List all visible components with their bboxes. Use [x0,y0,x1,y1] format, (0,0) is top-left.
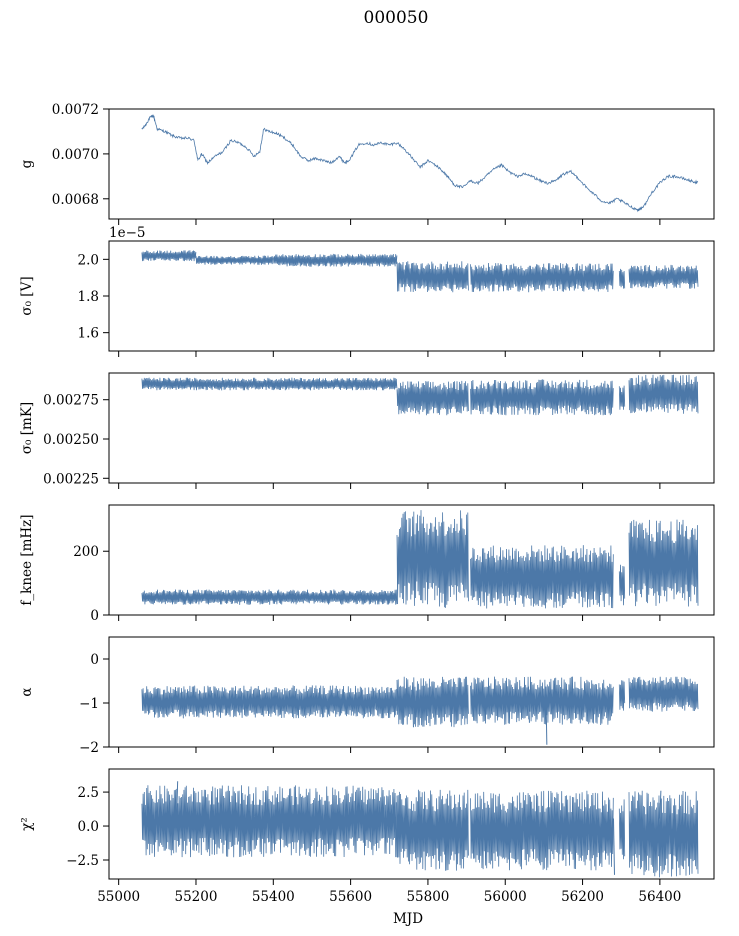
panel-3: 0.00225 0.00250 0.00275 σ₀ [mK] [19,372,715,489]
x-tick-label: 56400 [638,889,681,905]
series-segment-3 [470,790,614,871]
panel-4: 0 200 f_knee [mHz] [19,504,715,624]
y-axis-label: σ₀ [mK] [19,402,35,454]
axes-frame [108,504,715,616]
y-axis-label: f_knee [mHz] [19,514,35,605]
y-axis-label: g [19,159,35,168]
series-segment-2 [396,676,469,728]
y-axis-label: χ² [19,817,35,831]
axes-frame [108,768,715,880]
series-path [141,114,699,213]
series-spike [545,686,548,745]
series-line [141,676,699,745]
series-segment-1 [141,785,398,858]
series-segment-4 [618,564,626,606]
y-tick-label: 0.0070 [52,147,99,163]
y-tick-label: 1.8 [78,289,99,305]
y-tick-label: 0.0068 [52,192,99,208]
y-axis-label: σ₀ [V] [19,276,35,315]
axes-frame [108,108,715,220]
series-segment-2 [396,510,469,608]
series-segment-5 [470,262,614,293]
series-spike [176,781,179,819]
panel-6: −2.5 0.0 2.5 55000 55200 55400 55600 55800 56000… [19,768,715,905]
axes-frame [108,636,715,748]
y-tick-label: 200 [73,544,99,560]
y-tick-label: 0 [90,652,99,668]
series-segment-2 [396,380,469,416]
series-spike [659,790,662,819]
series-line [141,250,699,293]
y-tick-label: 0.00250 [43,432,99,448]
x-tick-label: 55400 [252,889,295,905]
series-segment-6 [618,268,626,289]
series-segment-5 [628,790,699,878]
series-segment-2 [396,789,469,871]
x-tick-label: 56200 [561,889,604,905]
y-tick-label: 1.6 [78,326,99,342]
axes-frame [108,372,715,484]
y-tick-label: 0.0 [78,819,99,835]
series-spike [411,686,414,728]
series-segment-3 [470,379,614,416]
panel-2: 1.6 1.8 2.0 σ₀ [V] 1e−5 [19,225,715,357]
offset-label: 1e−5 [109,225,145,241]
series-segment-4 [396,261,469,293]
series-segment-2 [195,255,274,265]
series-segment-1 [141,250,197,262]
y-tick-label: 0.00275 [43,393,99,409]
series-segment-3 [470,676,614,726]
y-tick-label: −1 [79,696,99,712]
series-line [141,510,699,609]
panel-1: 0.0068 0.0070 0.0072 g [19,102,715,225]
y-tick-label: −2.5 [66,853,99,869]
series-segment-4 [618,385,626,410]
series-line [141,374,699,416]
x-tick-label: 56000 [484,889,527,905]
x-tick-label: 55600 [329,889,372,905]
series-segment-1 [141,685,398,719]
series-segment-3 [470,545,614,609]
figure-title: 000050 [364,8,429,28]
x-tick-label: 55200 [175,889,218,905]
x-tick-label: 55000 [97,889,140,905]
series-segment-4 [618,799,626,860]
series-segment-7 [628,264,699,289]
series-segment-1 [141,589,398,605]
panel-5: −2 −1 0 α [19,636,715,756]
x-tick-label: 55800 [406,889,449,905]
y-axis-label: α [19,687,35,696]
series-line [141,781,699,878]
y-tick-label: 2.0 [78,252,99,268]
y-tick-label: 0 [90,608,99,624]
series-spike [612,818,615,875]
series-segment-1 [141,377,398,391]
x-axis-label: MJD [393,911,423,927]
y-tick-label: 0.0072 [52,102,99,118]
series-segment-3 [272,253,398,267]
y-tick-label: −2 [79,740,99,756]
series-segment-5 [628,676,699,712]
y-tick-label: 0.00225 [43,471,99,487]
series-segment-4 [618,680,626,711]
series-line [141,114,699,213]
series-segment-5 [628,374,699,414]
y-tick-label: 2.5 [78,785,99,801]
series-spike [527,686,530,723]
series-segment-5 [628,519,699,607]
